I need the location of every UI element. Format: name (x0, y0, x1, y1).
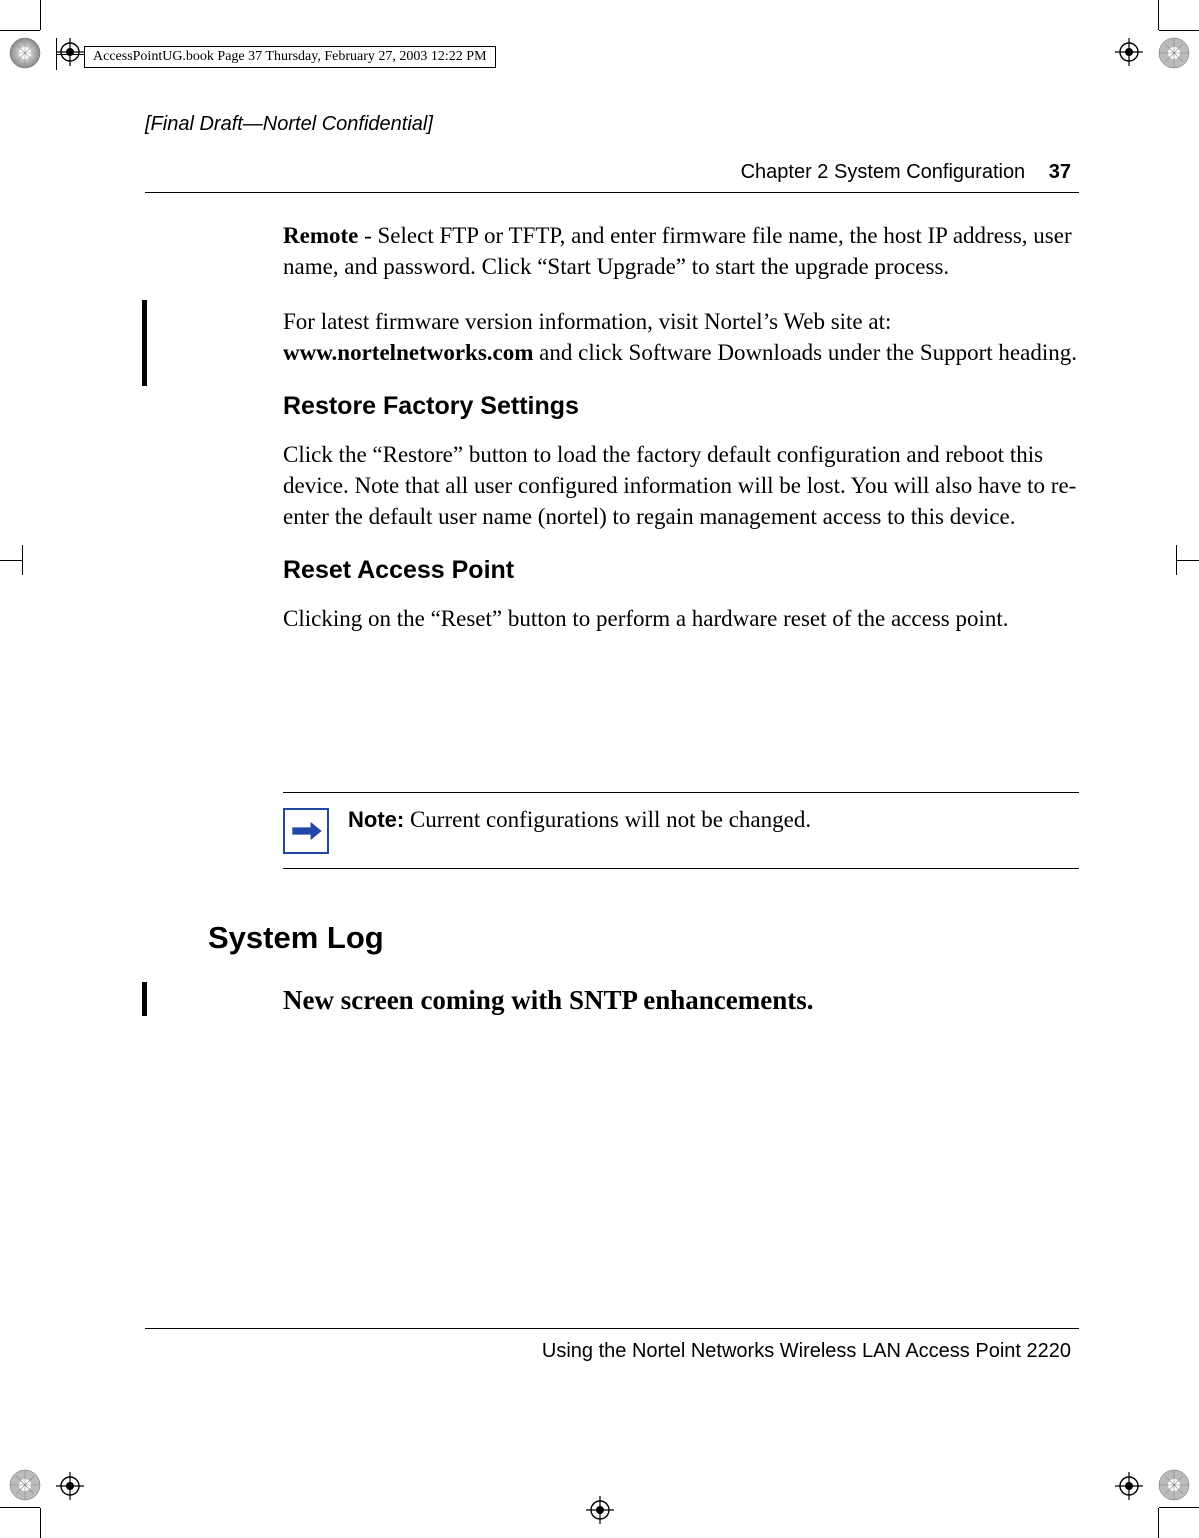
crop-mark (40, 0, 41, 30)
binder-ring-icon (1157, 36, 1191, 70)
footer-text: Using the Nortel Networks Wireless LAN A… (542, 1340, 1071, 1363)
paragraph-firmware: For latest firmware version information,… (283, 306, 1079, 368)
change-bar (142, 300, 147, 386)
registration-mark (586, 1496, 614, 1524)
page: AccessPointUG.book Page 37 Thursday, Feb… (0, 0, 1199, 1538)
paragraph-restore: Click the “Restore” button to load the f… (283, 439, 1079, 532)
remote-rest: - Select FTP or TFTP, and enter firmware… (283, 223, 1072, 279)
firmware-rest: and click Software Downloads under the S… (533, 340, 1077, 365)
framemaker-tag: AccessPointUG.book Page 37 Thursday, Feb… (84, 46, 496, 68)
registration-mark (1115, 1472, 1143, 1500)
draft-confidential-note: [Final Draft—Nortel Confidential] (145, 113, 433, 136)
chapter-heading: Chapter 2 System Configuration 37 (741, 161, 1071, 184)
crop-mark (22, 545, 23, 575)
crop-mark (0, 560, 22, 561)
crop-mark (1159, 30, 1199, 31)
chapter-text: Chapter 2 System Configuration (741, 161, 1026, 183)
note-rule-bottom (283, 868, 1079, 869)
crop-mark (1177, 560, 1199, 561)
crop-mark (1158, 1508, 1159, 1538)
remote-lead: Remote (283, 223, 358, 248)
sntp-placeholder: New screen coming with SNTP enhancements… (283, 985, 1079, 1016)
note-rule-top (283, 792, 1079, 793)
registration-mark (56, 1472, 84, 1500)
binder-ring-icon (8, 1468, 42, 1502)
binder-ring-icon (8, 36, 42, 70)
paragraph-reset: Clicking on the “Reset” button to perfor… (283, 603, 1079, 634)
footer-rule (145, 1328, 1079, 1329)
note-label: Note: (348, 807, 404, 832)
crop-mark (1159, 1507, 1199, 1508)
crop-mark (40, 1508, 41, 1538)
heading-system-log: System Log (208, 920, 384, 956)
body-column: Remote - Select FTP or TFTP, and enter f… (283, 220, 1079, 650)
page-number: 37 (1049, 161, 1071, 183)
header-rule (145, 192, 1079, 193)
note-arrow-icon (283, 808, 329, 854)
firmware-line1: For latest firmware version information,… (283, 309, 891, 334)
registration-mark (1115, 38, 1143, 66)
crop-mark (1158, 0, 1159, 30)
framemaker-tag-text: AccessPointUG.book Page 37 Thursday, Feb… (84, 46, 496, 68)
heading-reset-ap: Reset Access Point (283, 556, 1079, 585)
crop-mark (0, 30, 40, 31)
heading-restore-factory: Restore Factory Settings (283, 392, 1079, 421)
crop-mark (0, 1507, 40, 1508)
note-text: Note: Current configurations will not be… (348, 804, 1079, 835)
binder-ring-icon (1157, 1468, 1191, 1502)
registration-mark (56, 38, 84, 66)
paragraph-remote: Remote - Select FTP or TFTP, and enter f… (283, 220, 1079, 282)
crop-mark (1176, 545, 1177, 575)
note-body: Current configurations will not be chang… (404, 807, 811, 832)
firmware-url: www.nortelnetworks.com (283, 340, 533, 365)
change-bar (142, 982, 147, 1016)
